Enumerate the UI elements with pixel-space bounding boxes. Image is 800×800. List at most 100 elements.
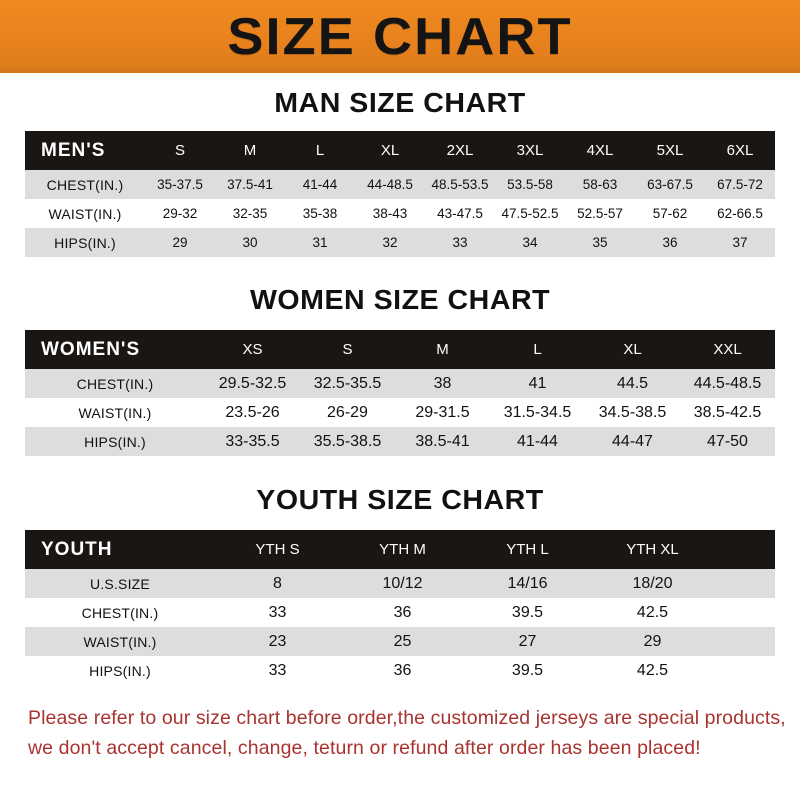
table-row: WAIST(IN.) 23.5-26 26-29 29-31.5 31.5-34… — [25, 398, 775, 427]
man-cell-chest-5xl: 63-67.5 — [647, 177, 693, 192]
women-corner-label: WOMEN'S — [41, 338, 141, 360]
youth-size-table: YOUTH YTH S YTH M YTH L YTH XL U.S.SIZE … — [25, 530, 775, 685]
page-title: SIZE CHART — [227, 7, 573, 66]
table-row: WAIST(IN.) 23 25 27 29 — [25, 627, 775, 656]
youth-cell-ussize-xl: 18/20 — [632, 574, 673, 592]
women-cell-waist-xs: 23.5-26 — [225, 403, 280, 421]
man-row-label-hips: HIPS(IN.) — [54, 234, 116, 251]
youth-cell-spacer — [715, 627, 775, 656]
man-cell-chest-3xl: 53.5-58 — [507, 177, 553, 192]
women-header-row: WOMEN'S XS S M L XL XXL — [25, 330, 775, 369]
man-size-section: MAN SIZE CHART MEN'S S M L XL 2XL 3XL 4X… — [0, 87, 800, 257]
women-cell-hips-xl: 44-47 — [612, 432, 653, 450]
table-row: WAIST(IN.) 29-32 32-35 35-38 38-43 43-47… — [25, 199, 775, 228]
women-size-header-xs: XS — [242, 341, 263, 358]
youth-table-body: U.S.SIZE 8 10/12 14/16 18/20 CHEST(IN.) … — [25, 569, 775, 685]
women-size-header-xxl: XXL — [713, 341, 742, 358]
man-cell-waist-4xl: 52.5-57 — [577, 206, 623, 221]
man-size-header-6xl: 6XL — [726, 142, 754, 159]
youth-cell-waist-m: 25 — [393, 632, 412, 650]
youth-section-title: YOUTH SIZE CHART — [256, 484, 544, 515]
man-cell-hips-6xl: 37 — [732, 235, 748, 250]
man-cell-chest-6xl: 67.5-72 — [717, 177, 763, 192]
women-cell-hips-xs: 33-35.5 — [225, 432, 280, 450]
youth-row-label-waist: WAIST(IN.) — [83, 633, 157, 650]
table-row: HIPS(IN.) 29 30 31 32 33 34 35 36 37 — [25, 228, 775, 257]
women-cell-waist-xl: 34.5-38.5 — [598, 403, 667, 421]
youth-cell-chest-m: 36 — [393, 603, 412, 621]
youth-size-header-l: YTH L — [506, 541, 549, 558]
man-size-header-xl: XL — [380, 142, 400, 159]
youth-cell-ussize-l: 14/16 — [507, 574, 548, 592]
man-table-body: CHEST(IN.) 35-37.5 37.5-41 41-44 44-48.5… — [25, 170, 775, 257]
table-row: HIPS(IN.) 33 36 39.5 42.5 — [25, 656, 775, 685]
youth-cell-waist-s: 23 — [268, 632, 287, 650]
man-cell-hips-s: 29 — [172, 235, 188, 250]
man-section-title: MAN SIZE CHART — [274, 87, 526, 118]
youth-corner-label: YOUTH — [41, 538, 113, 560]
women-cell-chest-l: 41 — [528, 374, 547, 392]
youth-cell-waist-l: 27 — [518, 632, 537, 650]
youth-header-row: YOUTH YTH S YTH M YTH L YTH XL — [25, 530, 775, 569]
man-cell-chest-m: 37.5-41 — [227, 177, 273, 192]
man-cell-chest-s: 35-37.5 — [157, 177, 203, 192]
women-cell-chest-xxl: 44.5-48.5 — [693, 374, 762, 392]
man-size-header-s: S — [174, 142, 185, 159]
man-cell-waist-s: 29-32 — [162, 206, 198, 221]
man-cell-hips-4xl: 35 — [592, 235, 608, 250]
man-row-label-chest: CHEST(IN.) — [46, 176, 124, 193]
youth-cell-hips-xl: 42.5 — [636, 661, 669, 679]
women-size-section: WOMEN SIZE CHART WOMEN'S XS S M L XL XXL… — [0, 284, 800, 456]
women-cell-hips-s: 35.5-38.5 — [313, 432, 382, 450]
youth-cell-hips-m: 36 — [393, 661, 412, 679]
women-size-header-s: S — [342, 341, 353, 358]
man-size-header-l: L — [315, 142, 325, 159]
women-section-title: WOMEN SIZE CHART — [249, 284, 551, 315]
table-row: U.S.SIZE 8 10/12 14/16 18/20 — [25, 569, 775, 598]
women-size-table: WOMEN'S XS S M L XL XXL CHEST(IN.) 29.5-… — [25, 330, 775, 456]
youth-cell-chest-s: 33 — [268, 603, 287, 621]
man-cell-hips-2xl: 33 — [452, 235, 468, 250]
women-table-body: CHEST(IN.) 29.5-32.5 32.5-35.5 38 41 44.… — [25, 369, 775, 456]
footer-disclaimer-line-1: Please refer to our size chart before or… — [28, 707, 786, 729]
women-cell-chest-xl: 44.5 — [616, 374, 649, 392]
youth-row-label-hips: HIPS(IN.) — [89, 662, 151, 679]
women-cell-chest-m: 38 — [433, 374, 452, 392]
footer-disclaimer-line-2: we don't accept cancel, change, teturn o… — [28, 737, 701, 760]
women-cell-waist-l: 31.5-34.5 — [503, 403, 572, 421]
women-cell-waist-xxl: 38.5-42.5 — [693, 403, 762, 421]
man-corner-label: MEN'S — [41, 139, 106, 161]
youth-cell-spacer — [715, 569, 775, 598]
man-cell-hips-l: 31 — [312, 235, 328, 250]
man-size-header-2xl: 2XL — [446, 142, 474, 159]
man-row-label-waist: WAIST(IN.) — [48, 205, 122, 222]
women-cell-chest-xs: 29.5-32.5 — [218, 374, 287, 392]
youth-header-spacer — [715, 530, 775, 569]
youth-cell-waist-xl: 29 — [643, 632, 662, 650]
man-cell-chest-4xl: 58-63 — [582, 177, 618, 192]
youth-size-section: YOUTH SIZE CHART YOUTH YTH S YTH M YTH L… — [0, 484, 800, 685]
youth-size-header-s: YTH S — [255, 541, 300, 558]
youth-table-head: YOUTH YTH S YTH M YTH L YTH XL — [25, 530, 775, 569]
man-size-header-4xl: 4XL — [586, 142, 614, 159]
man-cell-waist-l: 35-38 — [302, 206, 338, 221]
man-cell-waist-xl: 38-43 — [372, 206, 408, 221]
women-size-header-l: L — [533, 341, 542, 358]
man-cell-chest-l: 41-44 — [302, 177, 338, 192]
youth-cell-hips-l: 39.5 — [511, 661, 544, 679]
table-row: CHEST(IN.) 29.5-32.5 32.5-35.5 38 41 44.… — [25, 369, 775, 398]
women-cell-hips-xxl: 47-50 — [707, 432, 748, 450]
youth-size-header-m: YTH M — [379, 541, 426, 558]
youth-cell-spacer — [715, 656, 775, 685]
women-size-header-m: M — [436, 341, 449, 358]
page-banner: SIZE CHART — [0, 0, 800, 73]
youth-row-label-ussize: U.S.SIZE — [90, 575, 150, 592]
man-cell-hips-3xl: 34 — [522, 235, 538, 250]
man-cell-waist-3xl: 47.5-52.5 — [501, 206, 559, 221]
youth-row-label-chest: CHEST(IN.) — [81, 604, 159, 621]
man-cell-waist-5xl: 57-62 — [652, 206, 688, 221]
man-size-header-m: M — [243, 142, 257, 159]
man-cell-waist-m: 32-35 — [232, 206, 268, 221]
youth-cell-hips-s: 33 — [268, 661, 287, 679]
women-size-header-xl: XL — [623, 341, 642, 358]
